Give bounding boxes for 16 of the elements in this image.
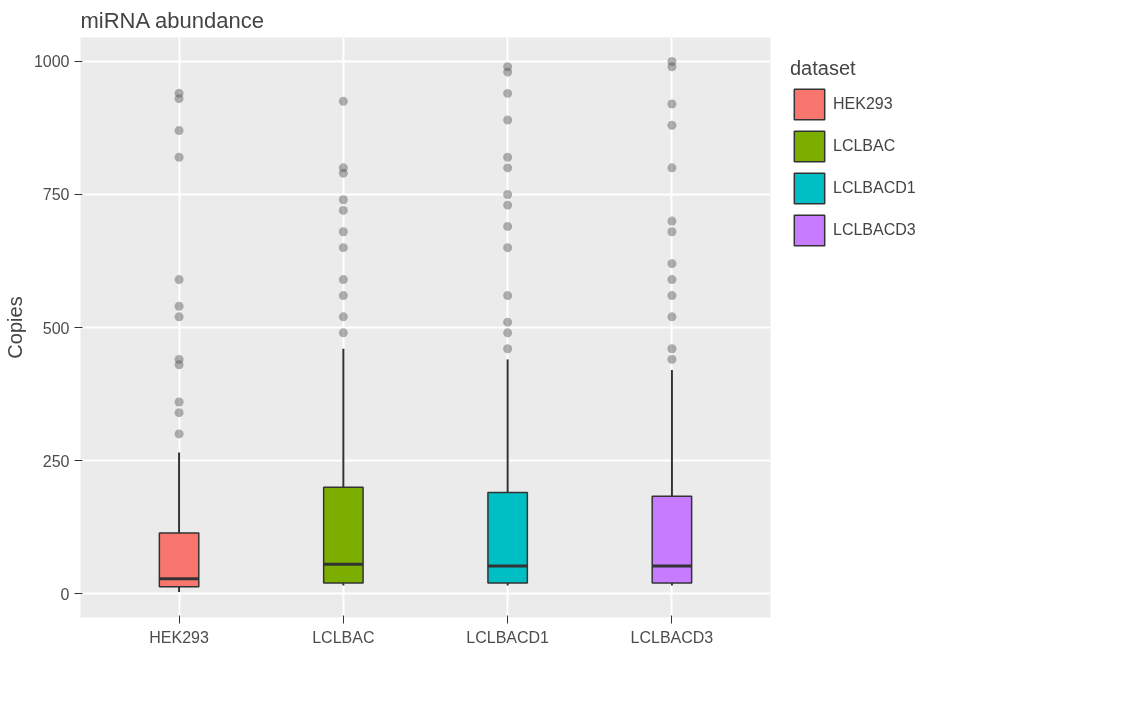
legend-label: LCLBACD1 <box>833 179 916 197</box>
chart-title: miRNA abundance <box>80 7 264 33</box>
x-tick-label: LCLBACD3 <box>630 628 714 646</box>
legend-label: LCLBAC <box>833 137 896 155</box>
y-tick-label: 750 <box>42 186 70 204</box>
x-tick-label: HEK293 <box>149 628 209 646</box>
legend-label: HEK293 <box>833 95 893 113</box>
y-axis-title: Copies <box>3 296 26 359</box>
y-tick-label: 1000 <box>33 53 70 71</box>
x-tick-label: LCLBACD1 <box>466 628 550 646</box>
y-tick-label: 250 <box>42 452 70 470</box>
legend-label: LCLBACD3 <box>833 221 916 239</box>
x-tick-label: LCLBAC <box>312 628 375 646</box>
y-tick-label: 500 <box>42 319 70 337</box>
legend-title: dataset <box>790 57 857 80</box>
y-tick-label: 0 <box>60 585 70 603</box>
